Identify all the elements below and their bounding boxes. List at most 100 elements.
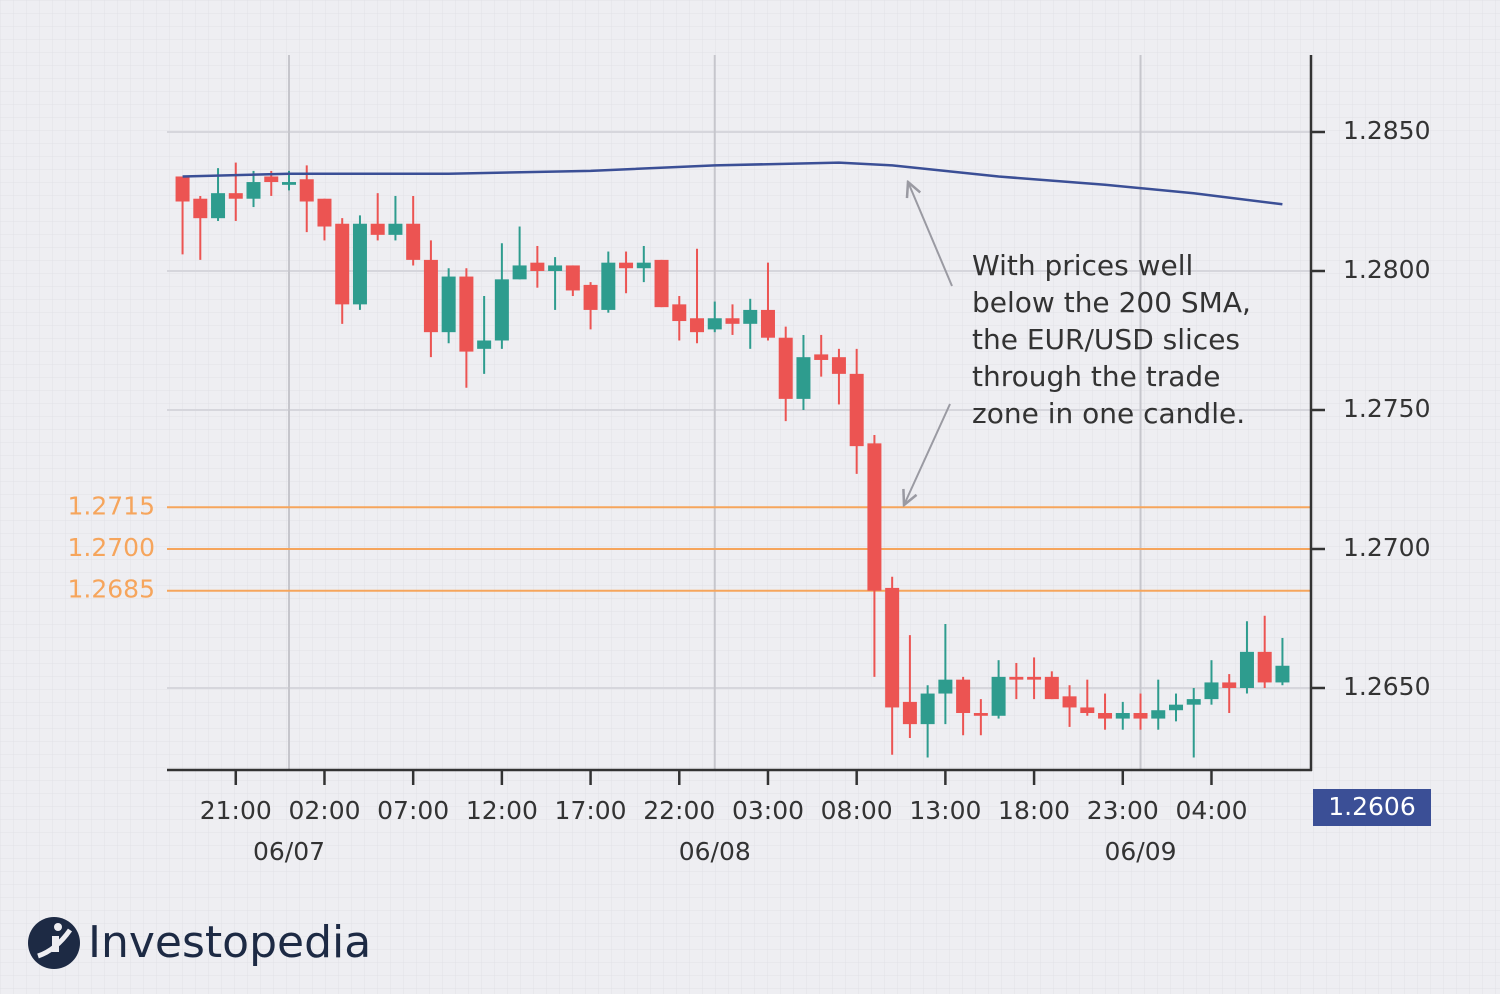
candle-body: [1204, 682, 1219, 700]
candle-body: [299, 179, 314, 202]
candle-body: [1239, 651, 1254, 688]
candle-body: [814, 354, 829, 360]
candle-body: [335, 223, 350, 305]
candle-body: [246, 182, 261, 199]
date-label: 06/09: [1104, 837, 1176, 866]
logo-icon: [28, 917, 80, 969]
candle-body: [991, 676, 1006, 716]
candle-body: [583, 284, 598, 310]
x-tick-label: 12:00: [466, 796, 538, 825]
candle-body: [406, 223, 421, 260]
annotation-line: the EUR/USD slices: [972, 323, 1240, 356]
candle-body: [193, 198, 208, 219]
candle-body: [264, 176, 279, 183]
candle-body: [636, 262, 651, 269]
candle-body: [849, 373, 864, 447]
y-tick-label: 1.2800: [1343, 255, 1430, 284]
candle-body: [760, 309, 775, 338]
candle-body: [494, 279, 509, 341]
candle-body: [512, 265, 527, 280]
x-tick-label: 07:00: [377, 796, 449, 825]
x-tick-label: 02:00: [288, 796, 360, 825]
candle-body: [388, 223, 403, 235]
candle-body: [778, 337, 793, 399]
candle-body: [885, 587, 900, 708]
x-tick-label: 17:00: [555, 796, 627, 825]
candle-body: [672, 304, 687, 322]
price-tag: 1.2606: [1328, 792, 1415, 821]
candle-body: [707, 318, 722, 330]
annotation-line: zone in one candle.: [972, 397, 1245, 430]
y-tick-label: 1.2850: [1343, 116, 1430, 145]
candle-body: [920, 693, 935, 725]
candle-body: [619, 262, 634, 269]
candle-body: [1027, 676, 1042, 680]
candle-body: [690, 318, 705, 333]
candle-body: [1257, 651, 1272, 683]
candle-body: [1080, 707, 1095, 714]
x-tick-label: 03:00: [732, 796, 804, 825]
annotation: With prices well below the 200 SMA, the EU…: [972, 249, 1251, 430]
level-label: 1.2700: [68, 533, 155, 562]
level-label: 1.2685: [68, 575, 155, 604]
candle-body: [973, 713, 988, 716]
annotation-arrow: [904, 403, 951, 505]
x-tick-label: 18:00: [998, 796, 1070, 825]
x-tick-label: 04:00: [1175, 796, 1247, 825]
candle-body: [1133, 713, 1148, 719]
candle-body: [477, 340, 492, 349]
y-tick-label: 1.2650: [1343, 672, 1430, 701]
candle-body: [370, 223, 385, 235]
candle-body: [281, 182, 296, 185]
candle-body: [1009, 676, 1024, 680]
date-label: 06/08: [679, 837, 751, 866]
candle-body: [725, 318, 740, 324]
candle-body: [317, 198, 332, 227]
candle-body: [1115, 713, 1130, 719]
candle-body: [867, 443, 882, 591]
candle-body: [902, 701, 917, 725]
y-tick-label: 1.2750: [1343, 394, 1430, 423]
plot-area: [167, 55, 1311, 770]
candle-body: [530, 262, 545, 272]
logo-text: Investopedia: [88, 917, 371, 968]
candle-body: [1151, 710, 1166, 719]
x-tick-label: 23:00: [1087, 796, 1159, 825]
candle-body: [1062, 696, 1077, 708]
date-label: 06/07: [253, 837, 325, 866]
candle-body: [1044, 676, 1059, 700]
candle-body: [1222, 682, 1237, 688]
candle-body: [459, 276, 474, 352]
candle-body: [441, 276, 456, 333]
x-tick-label: 22:00: [643, 796, 715, 825]
y-tick-label: 1.2700: [1343, 533, 1430, 562]
candle-body: [601, 262, 616, 310]
annotation-arrow: [908, 182, 953, 287]
candle-body: [352, 223, 367, 305]
candle-body: [796, 357, 811, 399]
annotation-line: below the 200 SMA,: [972, 286, 1251, 319]
candle-body: [175, 176, 190, 202]
candle-body: [1168, 704, 1183, 711]
price-tag-box: [1313, 789, 1431, 826]
x-tick-label: 08:00: [821, 796, 893, 825]
x-tick-label: 13:00: [909, 796, 981, 825]
candle-body: [423, 259, 438, 333]
candle-body: [654, 259, 669, 308]
sma-line: [182, 161, 1283, 206]
annotation-line: through the trade: [972, 360, 1220, 393]
candle-body: [1186, 699, 1201, 705]
candle-body: [831, 357, 846, 374]
candle-body: [743, 309, 758, 324]
candle-body: [1098, 713, 1113, 719]
candle-body: [548, 265, 563, 272]
x-tick-label: 21:00: [200, 796, 272, 825]
annotation-line: With prices well: [972, 249, 1193, 282]
candle-body: [211, 193, 226, 219]
level-label: 1.2715: [68, 491, 155, 520]
candle-body: [565, 265, 580, 291]
candle-body: [956, 679, 971, 714]
candle-body: [228, 193, 243, 199]
candle-body: [1275, 665, 1290, 683]
